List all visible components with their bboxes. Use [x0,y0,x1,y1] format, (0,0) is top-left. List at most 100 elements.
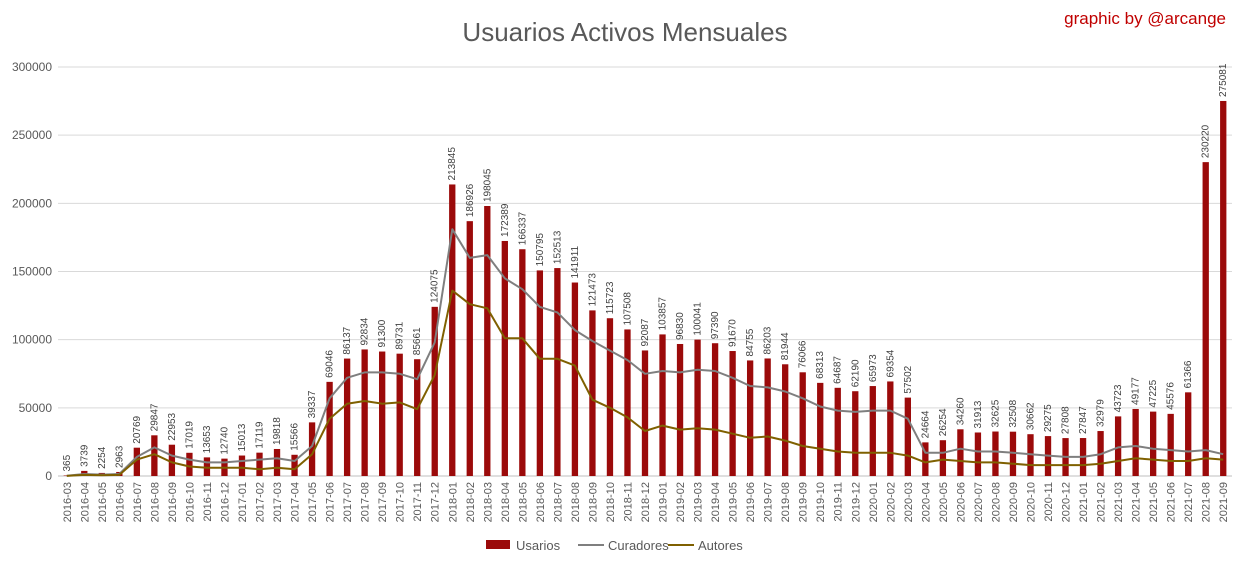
bar-2017-09 [379,351,386,476]
data-label: 69046 [325,350,336,378]
bar-2021-06 [1167,413,1174,476]
data-label: 100041 [693,302,704,336]
bar-2018-04 [501,240,508,476]
x-tick-label: 2019-11 [833,482,845,522]
x-tick-label: 2017-05 [307,482,319,522]
bar-2021-05 [1149,411,1157,476]
data-label: 68313 [815,351,826,379]
bar-2019-12 [852,391,859,476]
data-label: 13653 [202,425,213,453]
y-tick-label: 0 [45,469,52,483]
x-tick-label: 2016-11 [202,482,214,522]
data-label: 30662 [1025,402,1036,430]
x-tick-label: 2017-04 [290,482,302,522]
x-tick-label: 2020-08 [990,482,1002,522]
data-label: 103857 [658,297,669,331]
x-tick-label: 2016-03 [62,482,74,522]
legend-swatch-usarios [486,540,510,549]
data-label: 47225 [1148,379,1159,407]
x-tick-label: 2016-08 [149,482,161,522]
bar-2019-04 [711,343,719,476]
data-label: 86203 [763,326,774,354]
data-label: 27808 [1061,406,1072,434]
x-tick-label: 2019-10 [815,482,827,522]
bar-2020-01 [869,386,876,476]
data-label: 85661 [412,327,423,355]
x-tick-label: 2016-12 [219,482,231,522]
data-label: 45576 [1166,382,1177,410]
data-label: 107508 [622,292,633,326]
bar-2017-02 [256,452,263,476]
legend-label: Autores [698,538,743,553]
x-tick-label: 2020-01 [868,482,880,522]
x-tick-label: 2018-04 [500,482,512,522]
bar-2016-08 [151,435,158,476]
data-label: 186926 [465,183,476,217]
data-label: 61366 [1183,360,1194,388]
series-lines [66,228,1224,477]
x-tick-label: 2019-02 [675,482,687,522]
y-tick-label: 300000 [12,60,52,74]
bar-2020-09 [1009,431,1017,476]
x-tick-label: 2020-11 [1043,482,1055,522]
data-label: 150795 [535,233,546,267]
x-tick-label: 2016-10 [184,482,196,522]
data-label: 24664 [920,410,931,438]
x-tick-label: 2020-09 [1008,482,1020,522]
data-label: 19818 [272,417,283,445]
x-tick-label: 2020-04 [920,482,932,522]
bar-2017-10 [396,353,403,476]
data-label: 64687 [833,356,844,384]
x-tick-label: 2020-03 [903,482,915,522]
data-label: 198045 [482,168,493,202]
x-tick-label: 2019-07 [763,482,775,522]
x-tick-label: 2020-12 [1061,482,1073,522]
x-tick-label: 2021-06 [1166,482,1178,522]
bar-2017-07 [343,358,351,476]
data-label: 31913 [973,400,984,428]
data-label: 2254 [97,446,108,469]
bar-2020-03 [904,397,911,476]
x-tick-label: 2020-06 [955,482,967,522]
bar-2021-08 [1202,162,1209,476]
data-label: 275081 [1218,63,1229,97]
bar-2019-11 [834,387,841,476]
bar-2019-01 [659,334,666,476]
y-tick-label: 150000 [12,265,52,279]
data-label: 17019 [184,421,195,449]
data-label: 49177 [1131,377,1142,405]
data-label: 2963 [114,445,125,468]
x-tick-label: 2017-12 [430,482,442,522]
line-autores [66,289,1224,477]
bar-2020-05 [939,440,947,476]
data-label: 34260 [955,397,966,425]
bar-2019-08 [782,364,789,476]
y-tick-label: 200000 [12,196,52,210]
data-label: 12740 [219,426,230,454]
x-tick-label: 2019-08 [780,482,792,522]
y-tick-label: 50000 [19,401,53,415]
bar-2018-05 [519,249,526,476]
data-label: 152513 [552,230,563,264]
data-label: 22953 [167,412,178,440]
x-tick-label: 2021-02 [1096,482,1108,522]
x-tick-label: 2020-07 [973,482,985,522]
x-tick-label: 2019-12 [850,482,862,522]
data-label: 3739 [79,444,90,467]
x-tick-label: 2021-05 [1148,482,1160,522]
bar-2020-04 [922,442,929,476]
x-tick-label: 2021-07 [1183,482,1195,522]
x-tick-label: 2017-07 [342,482,354,522]
line-curadores [66,228,1224,477]
bar-2019-02 [676,343,684,476]
data-label: 32625 [990,399,1001,427]
data-label: 69354 [885,349,896,377]
x-tick-label: 2016-06 [114,482,126,522]
bar-2018-01 [449,184,456,476]
data-label: 39337 [307,390,318,418]
data-label: 141911 [570,245,581,278]
data-label: 27847 [1078,406,1089,434]
data-label: 15013 [237,423,248,451]
data-label: 62190 [850,359,861,387]
data-label: 230220 [1201,124,1212,158]
